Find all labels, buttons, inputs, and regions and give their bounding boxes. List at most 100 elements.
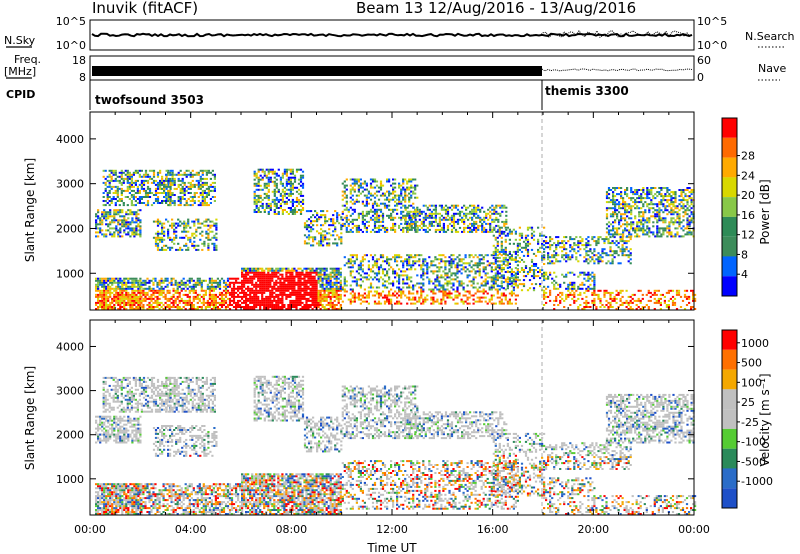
heatmap-cell xyxy=(150,304,153,306)
heatmap-cell xyxy=(130,200,133,202)
heatmap-cell xyxy=(137,283,140,286)
heatmap-cell xyxy=(317,289,320,292)
heatmap-cell xyxy=(144,299,147,302)
heatmap-cell xyxy=(224,301,228,304)
heatmap-cell xyxy=(514,282,517,285)
heatmap-cell xyxy=(154,291,157,294)
heatmap-cell xyxy=(508,280,511,283)
heatmap-cell xyxy=(295,304,298,306)
heatmap-cell xyxy=(463,220,466,223)
heatmap-cell xyxy=(283,194,286,197)
heatmap-cell xyxy=(454,212,458,215)
heatmap-cell xyxy=(367,292,370,295)
heatmap-cell xyxy=(313,271,316,274)
heatmap-cell xyxy=(117,304,120,306)
heatmap-cell xyxy=(261,291,264,294)
heatmap-cell xyxy=(103,211,106,214)
heatmap-cell xyxy=(255,299,258,302)
heatmap-cell xyxy=(471,218,474,221)
heatmap-cell xyxy=(190,308,193,310)
heatmap-cell xyxy=(285,184,288,187)
heatmap-cell xyxy=(194,285,197,288)
heatmap-cell xyxy=(267,277,270,280)
heatmap-cell xyxy=(494,266,497,269)
heatmap-cell xyxy=(514,232,517,235)
heatmap-cell xyxy=(324,216,327,219)
heatmap-cell xyxy=(180,281,183,284)
heatmap-cell xyxy=(438,266,441,269)
heatmap-cell xyxy=(167,194,170,196)
heatmap-cell xyxy=(396,260,399,263)
heatmap-cell xyxy=(502,250,505,253)
heatmap-cell xyxy=(335,277,338,280)
heatmap-cell xyxy=(251,277,254,280)
heatmap-cell xyxy=(329,301,332,304)
heatmap-cell xyxy=(166,291,169,294)
heatmap-cell xyxy=(386,298,389,301)
heatmap-cell xyxy=(312,224,315,227)
heatmap-cell xyxy=(293,279,296,282)
heatmap-cell xyxy=(301,306,304,308)
heatmap-cell xyxy=(287,267,290,270)
heatmap-cell xyxy=(466,298,469,301)
heatmap-cell xyxy=(408,286,411,289)
heatmap-cell xyxy=(169,196,172,198)
heatmap-cell xyxy=(205,187,208,190)
heatmap-cell xyxy=(154,179,158,182)
heatmap-cell xyxy=(444,288,447,291)
heatmap-cell xyxy=(377,300,381,303)
heatmap-cell xyxy=(283,172,286,175)
heatmap-cell xyxy=(314,220,317,223)
nave-tick-top: 60 xyxy=(697,54,711,67)
heatmap-cell xyxy=(371,178,375,181)
heatmap-cell xyxy=(99,223,102,226)
heatmap-cell xyxy=(253,271,256,274)
heatmap-cell xyxy=(194,295,197,298)
heatmap-cell xyxy=(181,248,184,251)
heatmap-cell xyxy=(265,186,268,189)
heatmap-cell xyxy=(365,204,368,207)
heatmap-cell xyxy=(243,285,246,288)
heatmap-cell xyxy=(173,232,176,235)
heatmap-cell xyxy=(500,292,503,295)
heatmap-cell xyxy=(485,228,488,231)
heatmap-cell xyxy=(361,182,364,185)
heatmap-cell xyxy=(127,301,130,304)
heatmap-cell xyxy=(482,288,485,291)
heatmap-cell xyxy=(127,277,130,280)
heatmap-cell xyxy=(106,179,109,182)
heatmap-cell xyxy=(287,180,290,183)
heatmap-cell xyxy=(450,216,454,219)
heatmap-cell xyxy=(156,291,159,294)
heatmap-cell xyxy=(478,300,481,303)
heatmap-cell xyxy=(373,272,377,275)
heatmap-cell xyxy=(218,287,222,290)
heatmap-cell xyxy=(526,252,530,255)
heatmap-cell xyxy=(185,248,188,251)
heatmap-cell xyxy=(349,274,352,277)
heatmap-cell xyxy=(185,189,188,192)
heatmap-cell xyxy=(139,277,142,280)
heatmap-cell xyxy=(349,184,352,187)
heatmap-cell xyxy=(144,287,147,290)
heatmap-cell xyxy=(245,308,248,310)
heatmap-cell xyxy=(109,293,112,296)
heatmap-cell xyxy=(430,212,433,215)
heatmap-cell xyxy=(446,224,450,227)
heatmap-cell xyxy=(209,183,212,186)
heatmap-cell xyxy=(269,299,272,302)
heatmap-cell xyxy=(474,254,477,257)
heatmap-cell xyxy=(218,308,222,310)
heatmap-cell xyxy=(179,236,182,239)
heatmap-cell xyxy=(432,212,435,215)
heatmap-cell xyxy=(205,204,208,207)
heatmap-cell xyxy=(180,308,183,310)
heatmap-cell xyxy=(199,179,202,182)
heatmap-cell xyxy=(289,182,292,185)
heatmap-cell xyxy=(183,228,186,231)
heatmap-cell xyxy=(261,275,264,278)
heatmap-cell xyxy=(119,231,122,234)
heatmap-cell xyxy=(107,229,110,232)
heatmap-cell xyxy=(279,301,282,304)
heatmap-cell xyxy=(491,208,494,211)
